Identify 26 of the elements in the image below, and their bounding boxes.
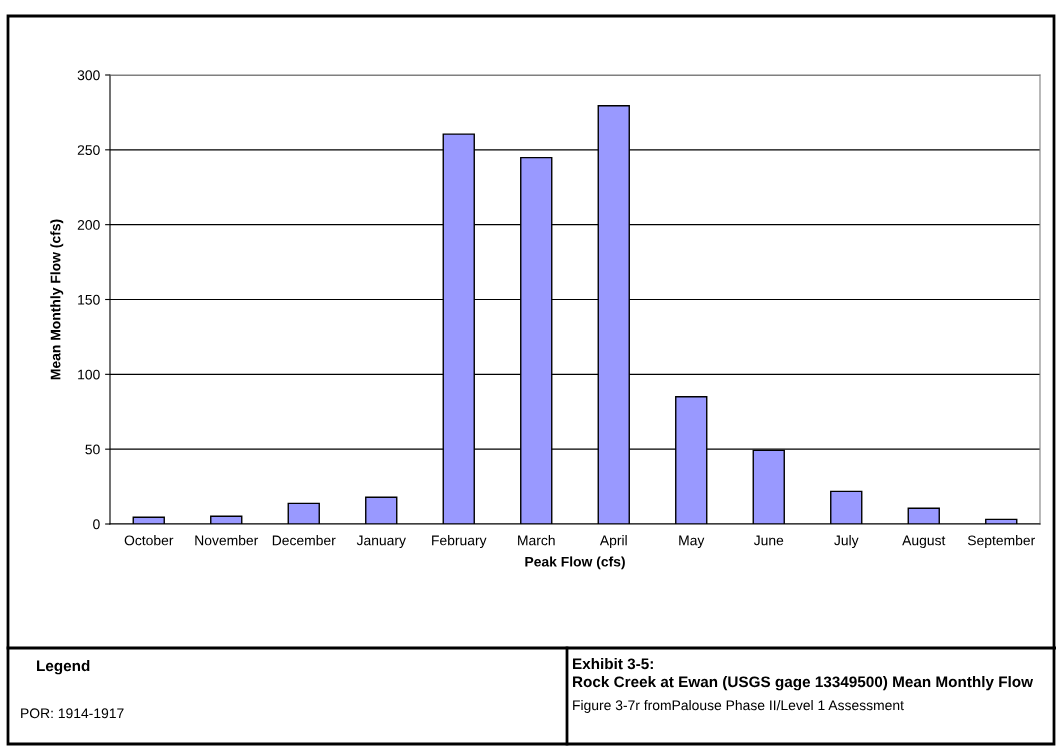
x-tick-label: August xyxy=(902,535,946,549)
x-tick-label: February xyxy=(432,535,487,549)
x-axis-title: Peak Flow (cfs) xyxy=(525,556,625,570)
x-tick-label: July xyxy=(834,535,859,549)
y-tick-label: 300 xyxy=(77,70,100,81)
x-tick-label: January xyxy=(356,535,406,549)
x-tick-label: April xyxy=(599,535,627,549)
x-tick-label: December xyxy=(272,535,336,546)
x-tick-label: June xyxy=(753,535,784,546)
x-tick-label: March xyxy=(518,535,555,546)
y-axis-title: Mean Monthly Flow (cfs) xyxy=(50,219,64,380)
x-tick-label: May xyxy=(679,535,705,549)
text: Exhibit 3-5: xyxy=(573,658,653,670)
y-tick-label: 0 xyxy=(93,519,100,530)
x-tick-label: September xyxy=(967,535,1035,549)
text: Legend xyxy=(37,660,90,675)
y-tick-label: 250 xyxy=(77,145,100,155)
y-tick-label: 50 xyxy=(85,444,100,455)
x-tick-label: October xyxy=(124,535,174,546)
x-tick-label: November xyxy=(195,535,259,546)
y-tick-label: 100 xyxy=(78,369,100,380)
text: Rock Creek at Ewan (USGS gage 13349500) Mean Monthly Flow xyxy=(573,676,1034,691)
y-tick-label: 150 xyxy=(78,294,100,305)
text: POR: 1914-1917 xyxy=(21,708,124,719)
caption: Figure 3-7r fromPalouse Phase II/Level 1 Assessment xyxy=(573,700,904,713)
y-tick-label: 200 xyxy=(77,220,100,230)
